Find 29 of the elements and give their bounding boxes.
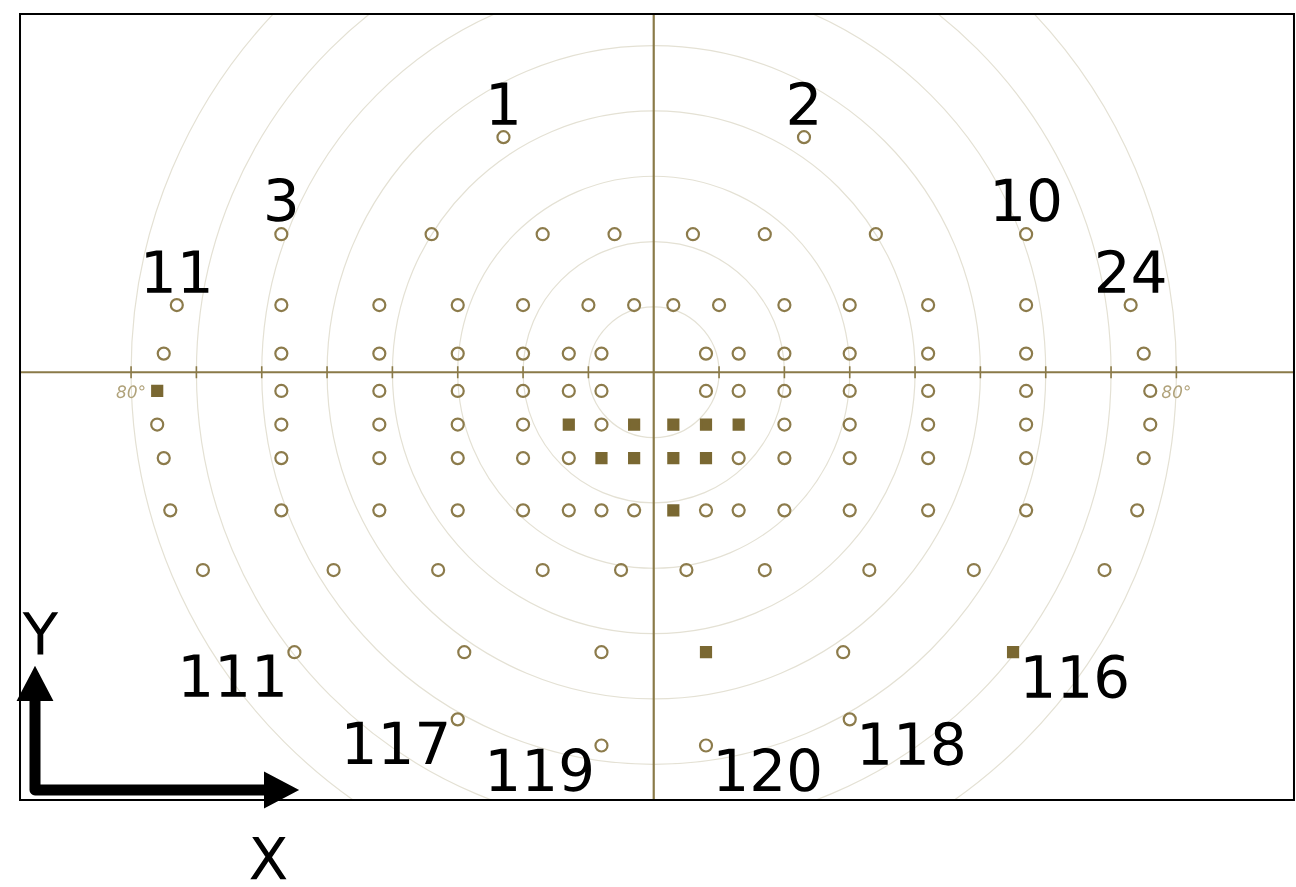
point (562, 418, 575, 431)
annotation: 2 (789, 81, 817, 125)
point (699, 418, 713, 431)
point (699, 452, 713, 465)
point (628, 418, 641, 431)
point (628, 452, 641, 465)
annotation: 116 (1025, 654, 1127, 699)
point (732, 418, 745, 431)
annotation: 118 (862, 721, 963, 766)
point (1006, 646, 1020, 659)
annotation: 1 (491, 82, 517, 125)
annotation: 3 (267, 177, 296, 222)
annotation: 11 (146, 250, 209, 293)
point (699, 646, 713, 659)
point (667, 504, 680, 517)
annotation: 111 (183, 654, 283, 697)
point (595, 452, 608, 465)
annotation: 120 (718, 747, 820, 792)
point (667, 418, 680, 431)
annotation: 24 (1097, 249, 1165, 293)
y-axis-title: Y (22, 612, 59, 655)
annotation: 117 (346, 721, 447, 765)
annotation: 119 (490, 747, 591, 792)
x-tick-label: 80° (116, 385, 145, 399)
x-tick-label: 80° (1161, 385, 1190, 399)
point (667, 452, 680, 465)
x-axis-title: X (250, 837, 287, 880)
annotation: 10 (995, 177, 1060, 222)
point (151, 384, 164, 398)
